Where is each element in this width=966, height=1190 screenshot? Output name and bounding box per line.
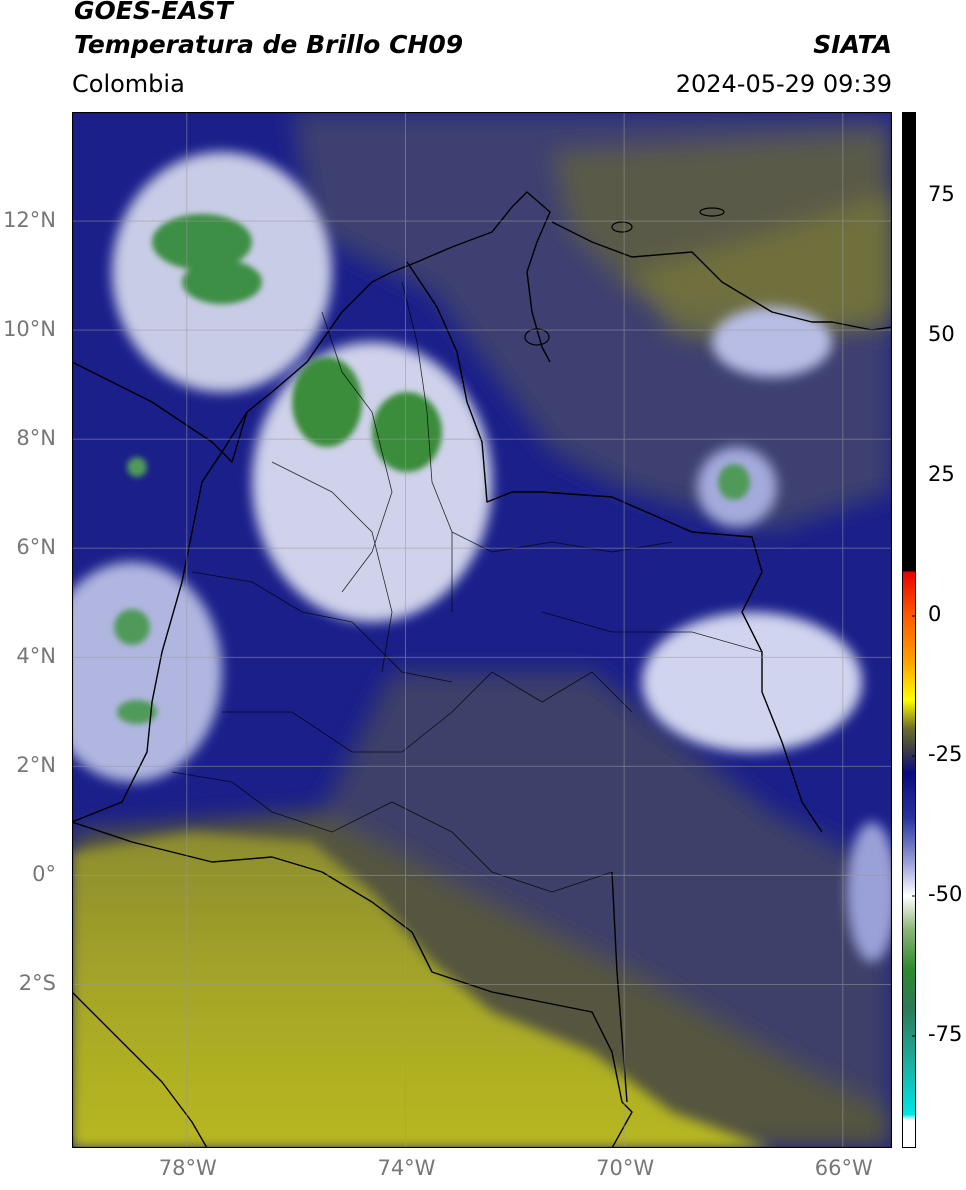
cold-top-1 [152,214,252,270]
colombia-brazil-border [611,871,628,1103]
brightness-temperature-map [72,112,892,1148]
lat-label: 0° [32,862,56,887]
dept-line-5 [222,671,633,753]
lat-label: 6°N [16,535,56,560]
colorbar-tick-label: 50 [928,322,955,346]
coldest-tops [114,214,750,724]
graticule [72,112,892,1148]
island-curacao [699,207,725,217]
dept-line-7 [451,531,673,553]
colorbar-frame [902,112,916,1148]
colorbar [902,112,916,1148]
dept-line-2 [401,281,453,612]
lat-label: 8°N [16,426,56,451]
colorbar-tick-label: -75 [928,1022,963,1046]
lon-label: 74°W [377,1156,436,1180]
lat-label: 12°N [3,208,56,233]
dry-air-yellow-south [72,832,772,1148]
cold-top-5 [114,609,150,645]
colombia-caribbean-coast [246,191,551,413]
venezuela-coast-east [551,221,892,331]
island-outlines [524,207,725,346]
colorbar-tick-label: 25 [928,462,955,486]
lon-label: 78°W [158,1156,217,1180]
cold-top-2 [182,260,262,304]
cold-top-8 [127,457,147,477]
dept-line-3 [271,461,393,673]
colombia-venezuela-border [406,261,823,833]
cold-top-3 [292,357,362,447]
department-borders [171,281,763,893]
peru-coast [72,991,208,1148]
island-margarita [524,328,550,346]
lat-label: 4°N [16,644,56,669]
cold-top-6 [117,700,157,724]
dept-line-1 [321,311,393,593]
lat-label: 2°N [16,753,56,778]
colorbar-tick-label: -25 [928,742,963,766]
lat-label: 10°N [3,317,56,342]
colorbar-tick-label: -50 [928,882,963,906]
map-frame [72,112,892,1148]
lon-label: 66°W [814,1156,873,1180]
colombia-ecuador-peru-border [72,821,633,1148]
satellite-title: GOES-EAST [74,0,233,25]
cloud-pacific-west [72,562,222,782]
agency-label: SIATA [813,30,892,59]
dept-line-6 [171,771,613,893]
cloud-amazon-edge [847,822,892,962]
dry-air-olive-band [632,192,892,352]
country-borders [72,191,892,1148]
cold-top-4 [372,392,442,472]
region-label: Colombia [72,70,185,98]
colorbar-tick-label: 0 [928,602,942,626]
lon-label: 70°W [596,1156,655,1180]
central-america [72,361,248,463]
cloud-orinoquia [642,612,862,752]
island-aruba [611,221,633,233]
dept-line-4 [191,571,453,683]
colorbar-fill [902,112,916,1148]
colorbar-tick-label: 75 [928,182,955,206]
cloud-venezuela-north [712,307,832,377]
colombia-pacific-coast [72,411,248,823]
product-title: Temperatura de Brillo CH09 [74,30,464,59]
cold-top-7 [718,464,750,500]
datetime-label: 2024-05-29 09:39 [675,70,892,98]
cloud-magdalena [252,342,492,622]
dept-line-8 [541,611,763,653]
lat-label: 2°S [18,971,56,996]
